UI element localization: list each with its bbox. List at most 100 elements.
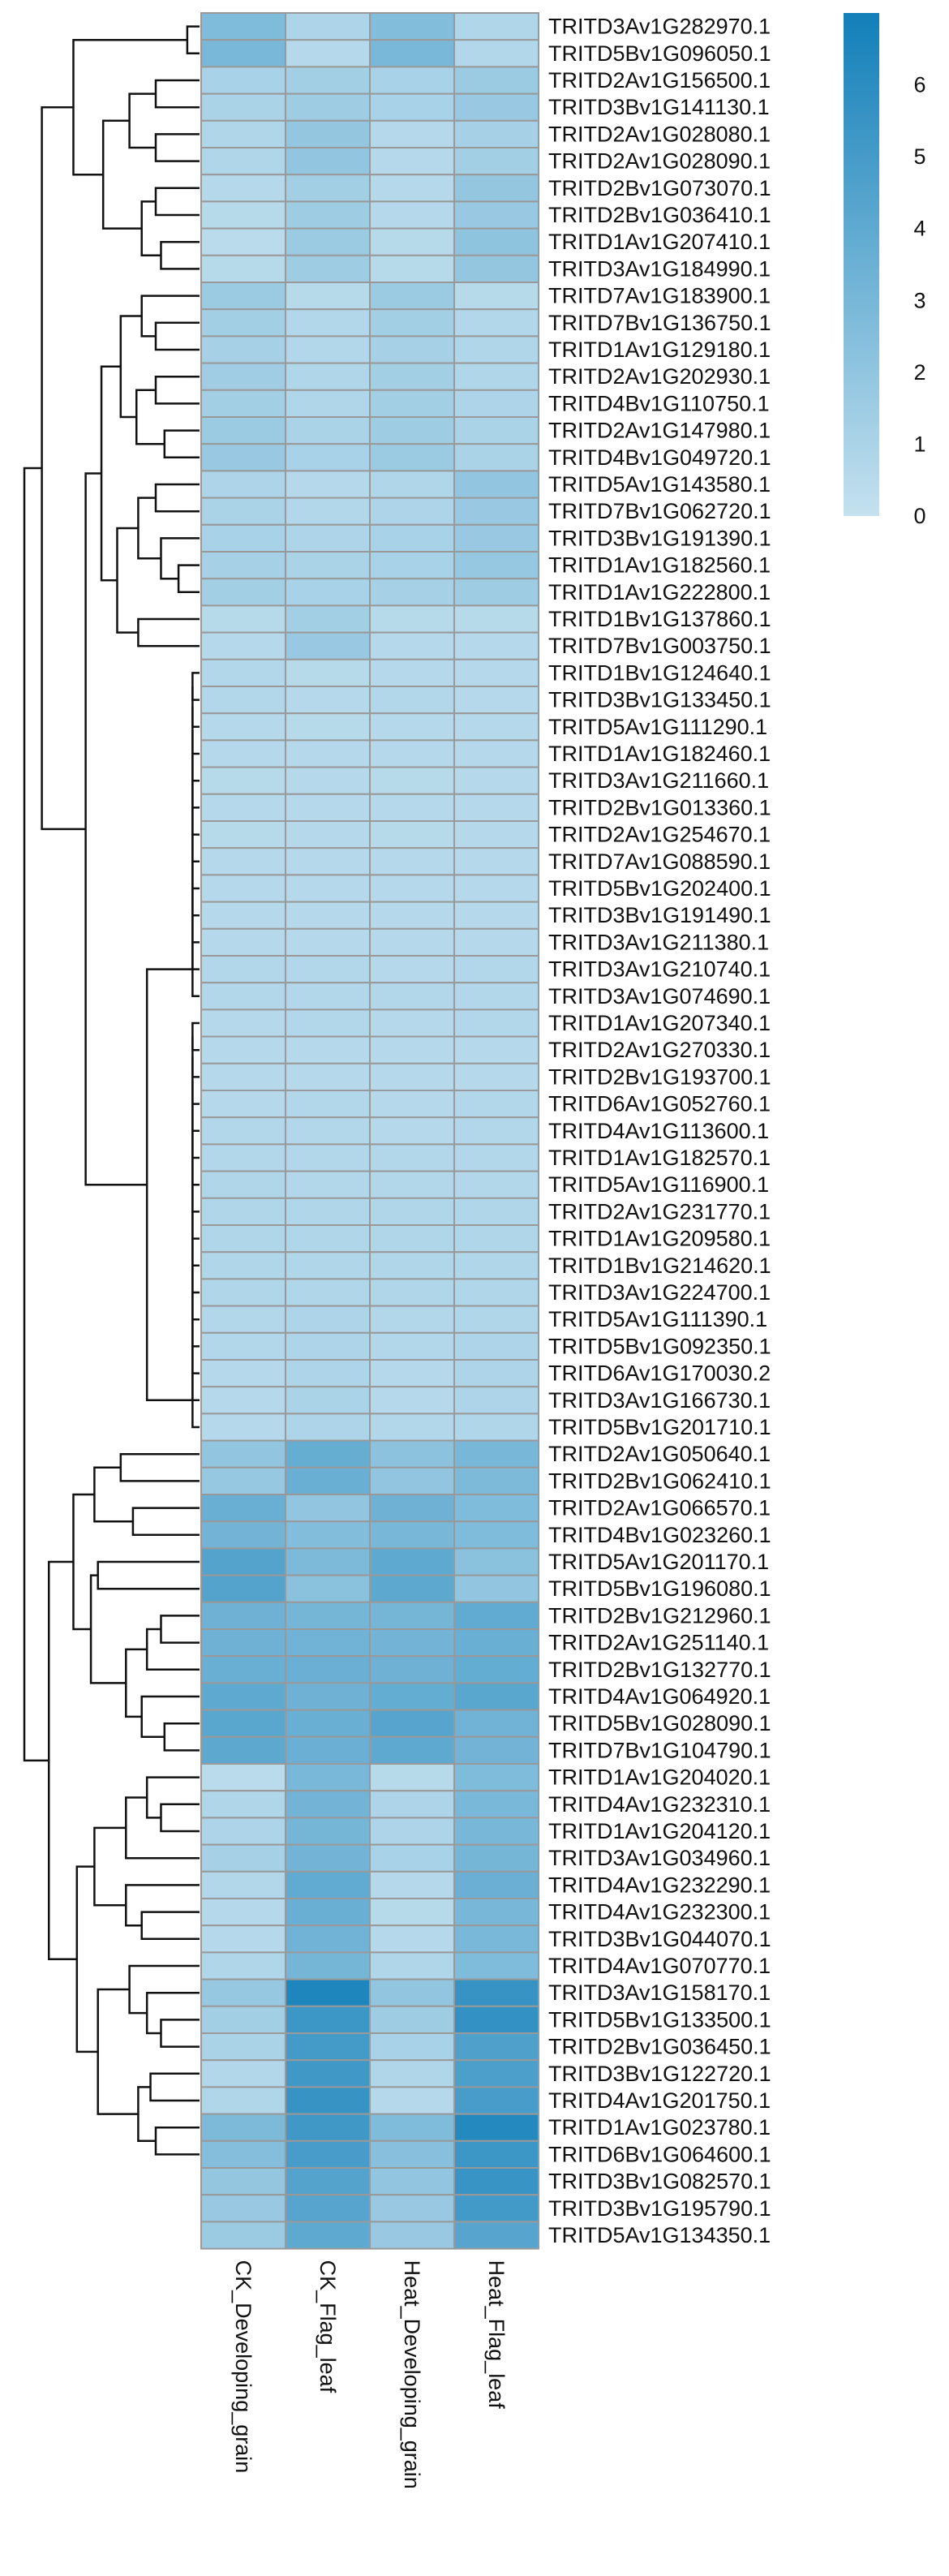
dendrogram-branch	[191, 1080, 200, 1133]
dendrogram-branch	[154, 79, 200, 109]
heatmap-cell	[285, 982, 371, 1011]
heatmap-cell	[285, 1790, 371, 1819]
heatmap-cell	[369, 927, 455, 957]
heatmap-cell	[369, 2113, 455, 2142]
heatmap-cell	[453, 1735, 539, 1765]
heatmap-cells	[200, 12, 539, 2250]
heatmap-cell	[200, 1413, 286, 1442]
heatmap-cell	[453, 227, 539, 256]
row-label: TRITD5Bv1G092350.1	[548, 1334, 771, 1358]
heatmap-cell	[285, 147, 371, 176]
heatmap-cell	[200, 1601, 286, 1631]
row-label: TRITD5Av1G134350.1	[548, 2223, 771, 2247]
row-label: TRITD1Bv1G124640.1	[548, 660, 771, 685]
heatmap-cell	[200, 1682, 286, 1711]
legend-tick-label: 3	[913, 288, 925, 312]
legend-tick-label: 1	[913, 432, 925, 456]
heatmap-cell	[285, 1278, 371, 1307]
heatmap-cell	[285, 39, 371, 68]
heatmap-cell	[285, 578, 371, 607]
heatmap-cell	[369, 658, 455, 687]
heatmap-cell	[453, 470, 539, 499]
heatmap-cell	[453, 119, 539, 149]
heatmap-cell	[200, 282, 286, 311]
heatmap-cell	[200, 1790, 286, 1819]
heatmap-cell	[369, 551, 455, 580]
heatmap-cell	[285, 847, 371, 876]
heatmap-cell	[285, 254, 371, 283]
heatmap-cell	[285, 766, 371, 795]
dendrogram-branch	[137, 617, 200, 647]
heatmap-cell	[369, 1790, 455, 1819]
heatmap-cell	[369, 1709, 455, 1738]
heatmap-cell	[200, 1090, 286, 1119]
dendrogram-branch	[119, 315, 142, 419]
dendrogram-branch	[160, 2019, 200, 2048]
heatmap-cell	[369, 847, 455, 876]
heatmap-cell	[453, 1359, 539, 1388]
row-label: TRITD2Av1G156500.1	[548, 68, 771, 92]
row-label: TRITD3Bv1G082570.1	[548, 2170, 771, 2194]
row-label: TRITD6Av1G170030.2	[548, 1361, 771, 1386]
heatmap-cell	[369, 1359, 455, 1388]
row-label: TRITD2Bv1G036450.1	[548, 2035, 771, 2059]
heatmap-cell	[453, 416, 539, 445]
row-label: TRITD2Bv1G036410.1	[548, 203, 771, 227]
heatmap-cell	[453, 1278, 539, 1307]
dendrogram-branch	[160, 1615, 200, 1644]
heatmap-cell	[200, 874, 286, 903]
row-label: TRITD3Av1G224700.1	[548, 1280, 771, 1305]
heatmap-cell	[369, 2167, 455, 2196]
heatmap-cell	[369, 1386, 455, 1415]
heatmap-cell	[200, 1278, 286, 1307]
heatmap-cell	[453, 1251, 539, 1280]
row-label: TRITD1Av1G204120.1	[548, 1819, 771, 1843]
heatmap-cell	[369, 1843, 455, 1873]
heatmap-cell	[453, 174, 539, 203]
heatmap-cell	[369, 1655, 455, 1684]
heatmap-cell	[200, 66, 286, 95]
heatmap-cell	[369, 1601, 455, 1631]
heatmap-cell	[200, 2139, 286, 2170]
heatmap-cell	[453, 92, 539, 122]
heatmap-cell	[369, 2221, 455, 2250]
heatmap-cell	[285, 2005, 371, 2035]
heatmap-cell	[369, 1331, 455, 1361]
row-label: TRITD5Bv1G096050.1	[548, 41, 771, 66]
dendrogram-branch	[163, 429, 200, 459]
heatmap-cell	[453, 1817, 539, 1846]
heatmap-cell	[285, 2059, 371, 2088]
row-label: TRITD5Av1G111390.1	[548, 1307, 767, 1331]
dendrogram-branch	[191, 1056, 200, 1105]
dendrogram-branch	[93, 1466, 133, 1523]
heatmap-cell	[453, 1008, 539, 1038]
heatmap-cell	[453, 982, 539, 1011]
heatmap-cell	[453, 1305, 539, 1334]
row-label: TRITD1Av1G023780.1	[548, 2115, 771, 2139]
row-label: TRITD3Av1G211380.1	[548, 930, 769, 954]
heatmap-cell	[369, 1062, 455, 1092]
heatmap-cell	[285, 1008, 371, 1038]
heatmap-cell	[285, 443, 371, 472]
row-label: TRITD5Bv1G202400.1	[548, 876, 771, 901]
dendrogram-branch	[137, 497, 161, 560]
heatmap-cell	[369, 1951, 455, 1980]
heatmap-cell	[200, 2005, 286, 2035]
heatmap-cell	[200, 658, 286, 687]
row-label: TRITD3Av1G074690.1	[548, 984, 771, 1008]
row-label: TRITD2Bv1G073070.1	[548, 176, 771, 200]
heatmap-cell	[200, 955, 286, 984]
heatmap-cell	[369, 2005, 455, 2035]
heatmap-cell	[369, 2139, 455, 2170]
heatmap-cell	[200, 12, 286, 41]
heatmap-cell	[369, 1924, 455, 1954]
heatmap-cell	[285, 1224, 371, 1254]
heatmap-cell	[285, 282, 371, 311]
heatmap-cell	[369, 820, 455, 849]
dendrogram-branch	[145, 1991, 200, 2035]
heatmap-cell	[369, 1817, 455, 1846]
row-label: TRITD2Av1G231770.1	[548, 1199, 771, 1223]
dendrogram-branch	[128, 92, 156, 149]
heatmap-cell	[285, 739, 371, 768]
row-label: TRITD2Av1G147980.1	[548, 419, 771, 443]
